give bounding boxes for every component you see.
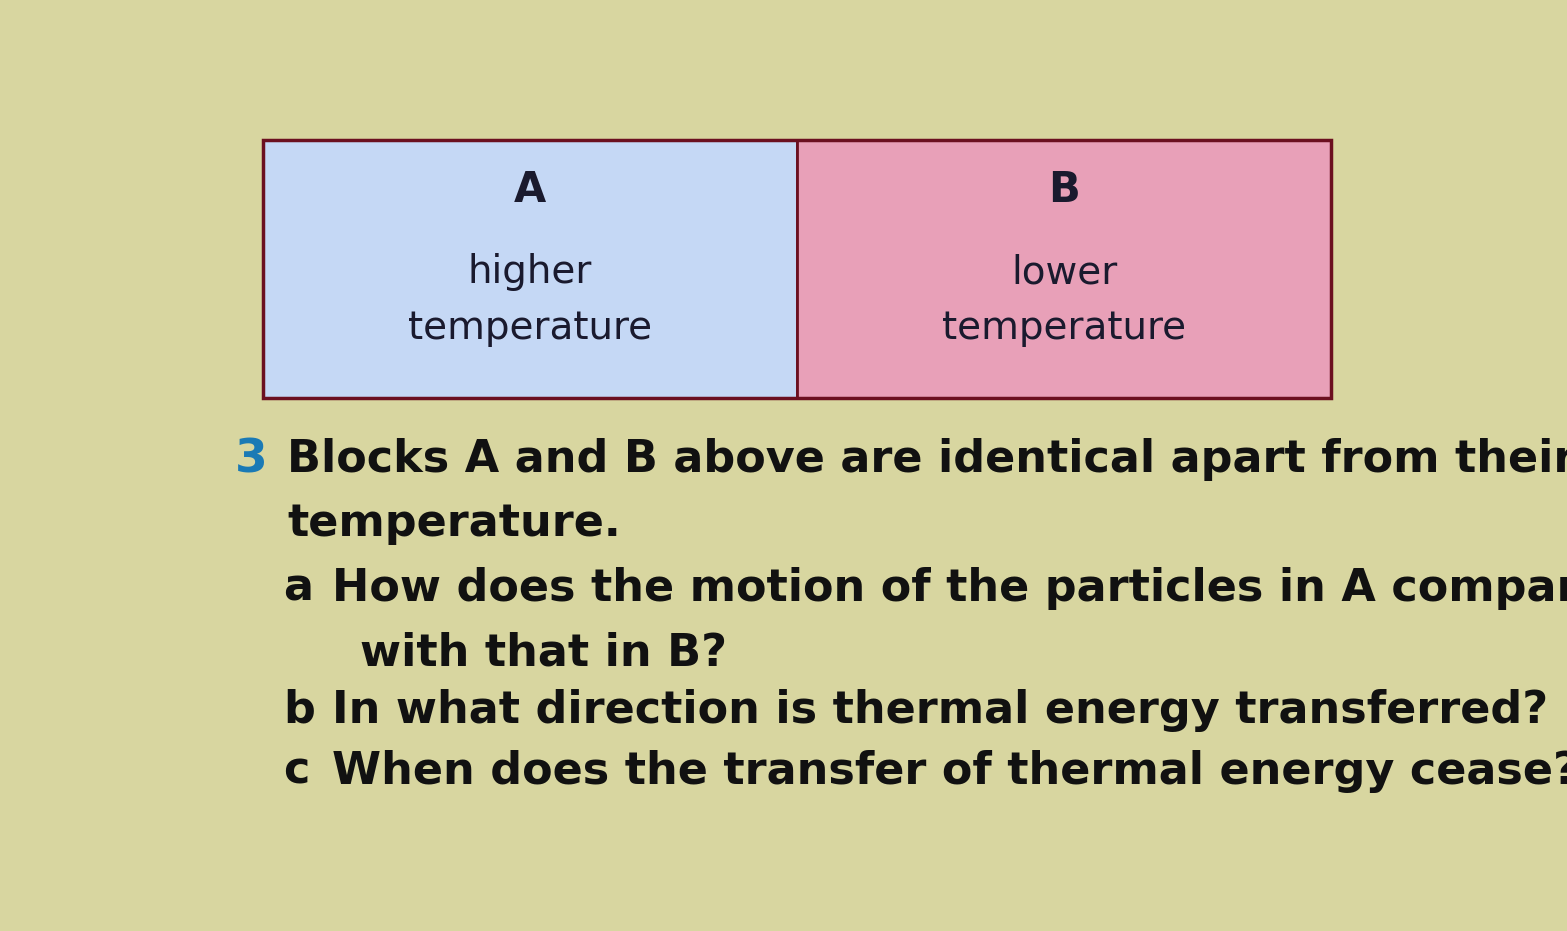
Text: a: a <box>284 567 313 610</box>
Bar <box>263 141 798 398</box>
Text: When does the transfer of thermal energy cease?: When does the transfer of thermal energy… <box>332 749 1567 792</box>
Text: with that in B?: with that in B? <box>360 631 727 674</box>
Text: B: B <box>1048 169 1080 211</box>
Text: Blocks A and B above are identical apart from their: Blocks A and B above are identical apart… <box>287 438 1567 481</box>
Bar <box>798 141 1332 398</box>
Text: 3: 3 <box>235 438 268 483</box>
Text: higher
temperature: higher temperature <box>407 253 652 347</box>
Bar <box>263 141 1332 398</box>
Text: b: b <box>284 689 315 732</box>
Text: How does the motion of the particles in A compare: How does the motion of the particles in … <box>332 567 1567 610</box>
Text: c: c <box>284 749 310 792</box>
Text: In what direction is thermal energy transferred?: In what direction is thermal energy tran… <box>332 689 1548 732</box>
Text: A: A <box>514 169 545 211</box>
Text: lower
temperature: lower temperature <box>942 253 1186 347</box>
Text: temperature.: temperature. <box>287 503 621 546</box>
